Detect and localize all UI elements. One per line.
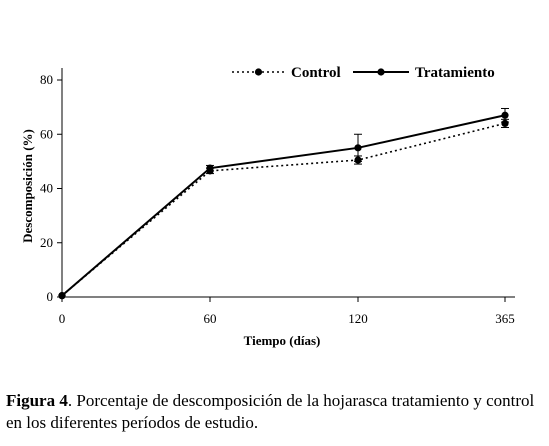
legend-swatch-marker: [254, 68, 263, 76]
x-tick-label: 120: [348, 311, 368, 326]
x-tick-label: 60: [204, 311, 217, 326]
data-point: [206, 164, 214, 172]
x-axis-title: Tiempo (días): [244, 333, 321, 348]
series-line: [61, 122, 506, 297]
caption-text: . Porcentaje de descomposición de la hoj…: [6, 391, 535, 432]
legend-swatch-marker: [377, 68, 385, 76]
line-chart: 0 20 40 60 80 0 60 120 365 Tiempo (días) Descompos…: [20, 65, 515, 348]
x-tick-label: 365: [495, 311, 515, 326]
y-tick-label: 0: [47, 289, 54, 304]
series-control: [58, 118, 509, 300]
data-point: [58, 292, 66, 300]
y-axis-title: Descomposición (%): [20, 129, 35, 243]
series-line: [61, 114, 506, 297]
caption-label: Figura 4: [6, 391, 68, 410]
series-tratamiento: [58, 107, 509, 300]
data-point: [354, 144, 362, 152]
legend: Control Tratamiento: [232, 65, 495, 81]
y-tick-label: 40: [40, 181, 53, 196]
axes: 0 20 40 60 80 0 60 120 365 Tiempo (días) Descompos…: [20, 68, 515, 348]
x-tick-label: 0: [59, 311, 66, 326]
y-tick-label: 60: [40, 126, 53, 141]
figure-caption: Figura 4. Porcentaje de descomposición d…: [6, 390, 546, 434]
y-tick-label: 20: [40, 235, 53, 250]
figure: 0 20 40 60 80 0 60 120 365 Tiempo (días) Descompos…: [20, 65, 515, 348]
data-point: [501, 111, 509, 119]
y-tick-label: 80: [40, 72, 53, 87]
legend-label: Control: [291, 65, 341, 81]
legend-label: Tratamiento: [415, 65, 495, 81]
series-layer: [58, 107, 509, 300]
